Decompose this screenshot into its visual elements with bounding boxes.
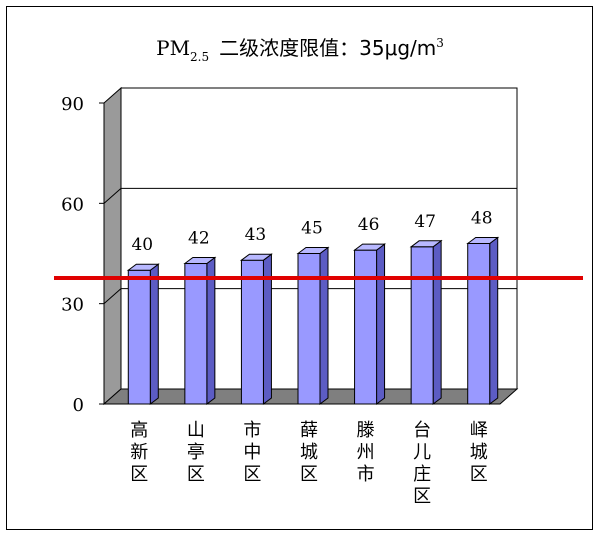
data-label: 42 bbox=[188, 229, 210, 249]
plot-area: 0 30 60 90 40 高新区 42 山亭区 43 市中区 45 薛城区 46 滕州市 47 台儿庄区 48… bbox=[54, 86, 583, 507]
x-tick-label: 山亭区 bbox=[187, 420, 205, 485]
x-tick-label: 高新区 bbox=[130, 420, 148, 485]
side-wall bbox=[103, 86, 122, 406]
y-tick-label: 90 bbox=[61, 94, 84, 115]
bar-top bbox=[296, 247, 330, 254]
data-label: 47 bbox=[414, 212, 436, 232]
x-tick-label: 薛城区 bbox=[300, 420, 318, 485]
data-label: 40 bbox=[131, 235, 153, 255]
gridline-side bbox=[103, 288, 122, 305]
bar-top bbox=[239, 253, 273, 261]
data-label: 46 bbox=[358, 215, 380, 235]
bar-top bbox=[183, 257, 217, 265]
bar bbox=[354, 249, 378, 405]
chart-title-superscript: 3 bbox=[436, 36, 444, 50]
bar-side bbox=[149, 263, 159, 405]
x-tick-label: 峄城区 bbox=[470, 420, 488, 485]
bar-top bbox=[353, 243, 387, 251]
chart-title: PM2.5 二级浓度限值：35μg/m3 bbox=[156, 36, 444, 64]
bar-side bbox=[489, 236, 499, 405]
bar-top bbox=[409, 240, 443, 248]
bar-side bbox=[432, 239, 442, 405]
y-tick-label: 30 bbox=[61, 295, 84, 316]
gridline-side bbox=[103, 187, 122, 204]
bar-side bbox=[376, 243, 386, 405]
x-tick-label: 台儿庄区 bbox=[413, 420, 431, 507]
bar bbox=[184, 263, 208, 405]
y-tick-label: 0 bbox=[73, 395, 84, 416]
bar bbox=[127, 269, 151, 405]
y-tick-label: 60 bbox=[61, 194, 84, 215]
data-label: 43 bbox=[245, 225, 267, 245]
bar bbox=[467, 242, 491, 405]
data-label: 48 bbox=[471, 208, 493, 228]
data-label: 45 bbox=[301, 219, 323, 239]
bar-side bbox=[319, 246, 329, 405]
bar bbox=[410, 246, 434, 405]
x-tick-label: 市中区 bbox=[243, 420, 261, 485]
bar-top bbox=[126, 263, 160, 271]
bar-top bbox=[466, 236, 500, 244]
chart-title-prefix: PM bbox=[156, 36, 190, 60]
x-tick-label: 滕州市 bbox=[357, 420, 375, 485]
bar bbox=[240, 259, 264, 405]
chart-title-subscript: 2.5 bbox=[190, 50, 209, 64]
chart-title-main: 二级浓度限值：35μg/m bbox=[219, 36, 436, 60]
